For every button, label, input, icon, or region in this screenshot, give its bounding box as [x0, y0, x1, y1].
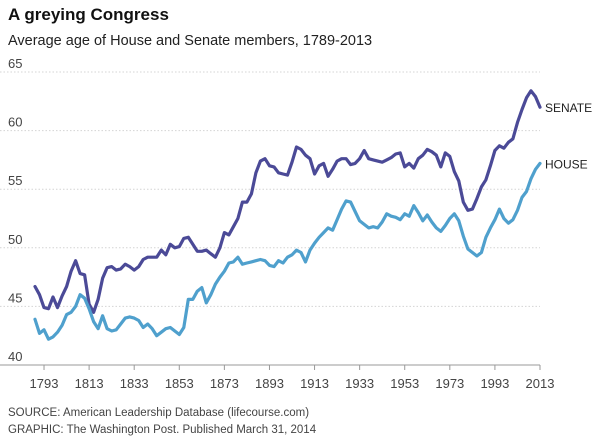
- x-tick-label: 1993: [480, 376, 509, 391]
- y-tick-label: 60: [8, 115, 22, 130]
- x-tick-label: 2013: [526, 376, 555, 391]
- x-tick-label: 1833: [120, 376, 149, 391]
- series-label-senate: SENATE: [545, 101, 592, 115]
- series-line-senate: [33, 89, 542, 314]
- x-tick-label: 1973: [435, 376, 464, 391]
- x-tick-label: 1913: [300, 376, 329, 391]
- y-tick-label: 65: [8, 56, 22, 71]
- x-tick-label: 1893: [255, 376, 284, 391]
- x-tick-label: 1813: [75, 376, 104, 391]
- series-lines: [33, 89, 542, 341]
- x-tick-label: 1853: [165, 376, 194, 391]
- chart-subtitle: Average age of House and Senate members,…: [8, 33, 373, 49]
- x-tick-label: 1953: [390, 376, 419, 391]
- y-axis-tick-labels: 40 45 50 55 60 65: [8, 56, 22, 364]
- graphic-credit: GRAPHIC: The Washington Post. Published …: [8, 424, 317, 436]
- source-note: SOURCE: American Leadership Database (li…: [8, 407, 310, 419]
- chart-title: A greying Congress: [8, 5, 169, 24]
- y-tick-label: 45: [8, 290, 22, 305]
- line-chart: 40 45 50 55 60 65 1793 1813 1833 1853 1873 1893 191…: [0, 56, 592, 391]
- y-tick-label: 50: [8, 232, 22, 247]
- series-label-house: HOUSE: [545, 157, 588, 171]
- x-tick-label: 1793: [30, 376, 59, 391]
- x-tick-label: 1933: [345, 376, 374, 391]
- x-tick-label: 1873: [210, 376, 239, 391]
- series-labels: SENATE HOUSE: [545, 101, 592, 171]
- y-tick-label: 55: [8, 173, 22, 188]
- y-tick-label: 40: [8, 349, 22, 364]
- x-axis-tick-labels: 1793 1813 1833 1853 1873 1893 1913 1933 1953 1973…: [30, 365, 555, 391]
- series-line-house: [33, 161, 542, 341]
